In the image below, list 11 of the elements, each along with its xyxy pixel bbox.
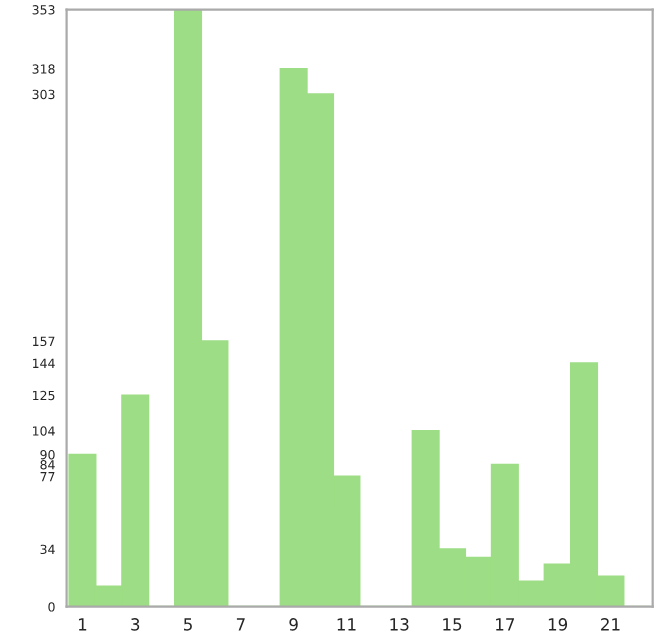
x-tick-label: 7 — [236, 618, 245, 631]
x-tick-label: 9 — [289, 618, 298, 631]
x-tick-label: 13 — [390, 618, 409, 631]
x-tick-label: 21 — [601, 618, 620, 631]
x-tick-label: 5 — [184, 618, 192, 631]
x-tick-label: 3 — [131, 618, 140, 631]
x-tick-label: 19 — [548, 618, 568, 631]
x-tick-label: 15 — [443, 618, 462, 631]
x-tick-label: 11 — [337, 618, 356, 631]
x-tick-label: 17 — [496, 618, 515, 631]
x-tick-label: 1 — [78, 618, 87, 631]
